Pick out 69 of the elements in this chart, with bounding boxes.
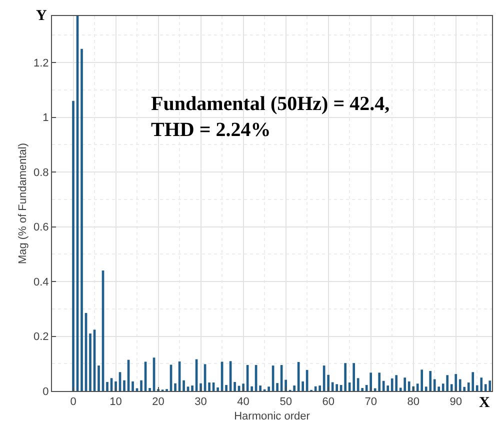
x-tick-label: 10 [110, 396, 122, 408]
y-axis-title: Mag (% of Fundamental) [17, 142, 30, 264]
bar [106, 382, 108, 391]
y-tick-label: 0 [42, 386, 49, 398]
bar [259, 386, 262, 391]
x-tick-label: 80 [407, 396, 420, 408]
bar [225, 384, 228, 391]
bar [378, 372, 381, 391]
bar [98, 366, 100, 391]
bar [395, 375, 398, 391]
bar [429, 371, 432, 391]
x-tick-label: 20 [152, 396, 164, 408]
bar [336, 384, 338, 391]
bar [322, 366, 326, 391]
x-tick-label: 50 [280, 396, 292, 408]
y-tick-label: 1.2 [34, 57, 49, 70]
x-tick-label: 60 [322, 396, 334, 408]
x-tick-label: 30 [194, 396, 207, 408]
annotation: Fundamental (50Hz) = 42.4, THD = 2.24% [151, 93, 390, 141]
y-tick-label: 0.8 [34, 166, 49, 179]
bar [488, 380, 492, 391]
bar [191, 386, 194, 391]
bar [293, 386, 296, 391]
text: Y [36, 8, 47, 24]
x-tick-label: 90 [450, 396, 462, 408]
x-tick-label: 70 [364, 396, 377, 408]
bar [352, 363, 355, 391]
bar [208, 382, 210, 391]
x-tick-label: 40 [237, 396, 250, 408]
bar [268, 386, 270, 391]
bar [420, 370, 424, 391]
bar [404, 378, 406, 391]
bar [302, 381, 304, 391]
bar [472, 372, 474, 391]
bar [89, 334, 92, 391]
bar [250, 386, 253, 391]
bar [140, 380, 142, 391]
bar [484, 384, 487, 391]
y-tick-label: 1 [42, 112, 49, 124]
bar [458, 379, 462, 391]
bar [370, 372, 372, 391]
bar [390, 378, 394, 391]
bar [318, 386, 321, 391]
bar [331, 382, 334, 391]
bar [72, 100, 74, 391]
y-tick-label: 0.2 [34, 331, 49, 344]
bar [148, 388, 151, 391]
bar [234, 382, 236, 391]
y-tick-label: 0.4 [34, 276, 49, 288]
bar [216, 387, 219, 391]
bar [356, 378, 360, 391]
bar [284, 380, 287, 391]
x-axis-title: Harmonic order [234, 410, 310, 422]
bar [344, 363, 346, 391]
bar [446, 375, 449, 391]
bar [480, 378, 483, 391]
bar [408, 381, 410, 391]
bar [433, 379, 436, 391]
text: X [479, 395, 490, 411]
bar [174, 383, 176, 391]
bar [276, 383, 278, 391]
bar [80, 48, 83, 391]
bar [132, 381, 134, 391]
x-tick-label: 0 [70, 396, 76, 408]
bar [382, 380, 385, 391]
y-tick-label: 0.6 [34, 222, 49, 234]
bar [454, 374, 458, 391]
bar [123, 380, 126, 391]
bar [182, 380, 185, 391]
